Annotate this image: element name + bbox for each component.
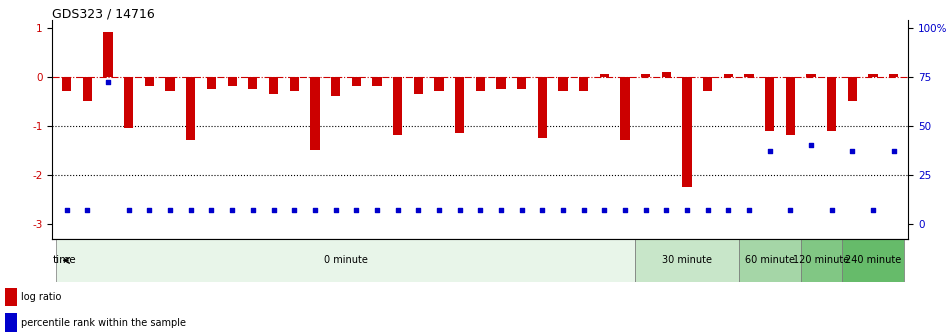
Bar [393,77,402,135]
Point [555,207,571,213]
Point [844,149,860,154]
Point [349,207,364,213]
Bar [414,77,423,94]
Point [59,207,74,213]
Bar [806,74,816,77]
Bar [600,74,609,77]
Bar [186,77,196,140]
Point [617,207,632,213]
Bar [331,77,340,96]
Point [742,207,757,213]
Bar [455,77,464,133]
Point [224,207,240,213]
Bar [620,77,630,140]
Point [204,207,219,213]
Bar [801,239,842,282]
Bar [765,77,774,131]
Point [266,207,281,213]
Point [473,207,488,213]
Bar [289,77,299,91]
Point [390,207,405,213]
Point [80,207,95,213]
Bar [5,288,16,306]
Point [679,207,694,213]
Point [411,207,426,213]
Text: 60 minute: 60 minute [745,255,795,265]
Point [700,207,715,213]
Bar [703,77,712,91]
Point [369,207,384,213]
Bar [83,77,92,101]
Bar [5,313,16,332]
Point [101,80,116,85]
Bar [827,77,836,131]
Bar [745,74,753,77]
Point [432,207,447,213]
Bar [227,77,237,86]
Point [596,207,611,213]
Bar [641,74,650,77]
Text: 120 minute: 120 minute [793,255,849,265]
Point [659,207,674,213]
Bar [739,239,801,282]
Bar [248,77,258,89]
Point [638,207,653,213]
Point [452,207,467,213]
Bar [579,77,589,91]
Text: percentile rank within the sample: percentile rank within the sample [21,318,186,328]
Point [804,142,819,148]
Point [865,207,881,213]
Bar [682,77,691,187]
Point [721,207,736,213]
Bar [476,77,485,91]
Text: 0 minute: 0 minute [324,255,368,265]
Bar [56,239,635,282]
Bar [847,77,857,101]
Point [783,207,798,213]
Bar [310,77,320,150]
Bar [104,33,113,77]
Bar [662,72,671,77]
Bar [724,74,733,77]
Point [307,207,322,213]
Point [494,207,509,213]
Bar [269,77,278,94]
Bar [496,77,506,89]
Point [576,207,592,213]
Bar [635,239,739,282]
Bar [372,77,381,86]
Point [514,207,529,213]
Bar [868,74,878,77]
Point [286,207,301,213]
Bar [435,77,443,91]
Bar [517,77,526,89]
Bar [889,74,899,77]
Bar [125,77,133,128]
Bar [352,77,360,86]
Bar [786,77,795,135]
Bar [842,239,904,282]
Point [328,207,343,213]
Point [886,149,902,154]
Point [534,207,550,213]
Text: 240 minute: 240 minute [844,255,902,265]
Text: 30 minute: 30 minute [662,255,712,265]
Bar [165,77,175,91]
Bar [537,77,547,138]
Point [245,207,261,213]
Point [762,149,777,154]
Point [825,207,840,213]
Point [142,207,157,213]
Bar [206,77,216,89]
Point [121,207,136,213]
Bar [62,77,71,91]
Bar [145,77,154,86]
Point [163,207,178,213]
Bar [558,77,568,91]
Text: time: time [52,255,76,265]
Point [184,207,199,213]
Text: GDS323 / 14716: GDS323 / 14716 [52,7,155,20]
Text: log ratio: log ratio [21,292,62,302]
